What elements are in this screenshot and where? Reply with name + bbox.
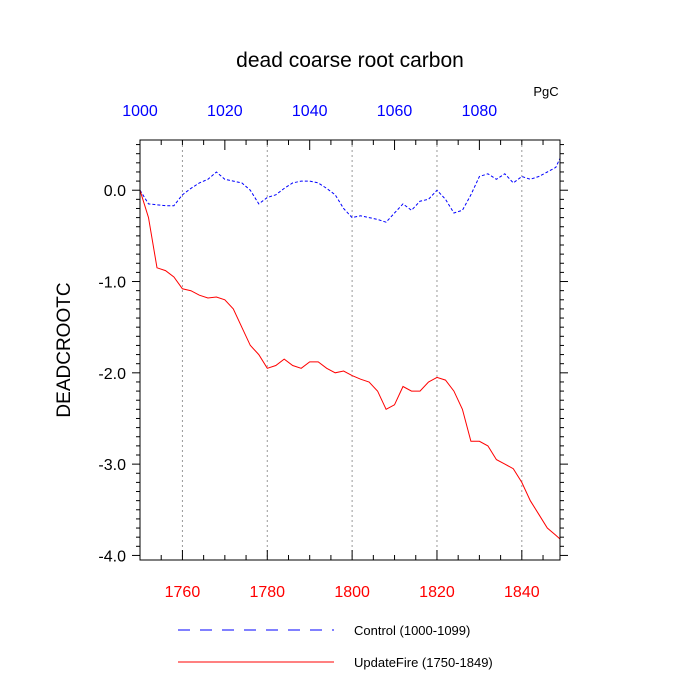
y-axis-label: DEADCROOTC: [54, 282, 75, 417]
x-top-tick-label: 1040: [292, 103, 328, 120]
y-tick-label: 0.0: [104, 183, 126, 200]
y-tick-label: -3.0: [98, 457, 126, 474]
x-bottom-tick-label: 1820: [419, 584, 455, 601]
legend-label: Control (1000-1099): [354, 623, 470, 638]
x-top-tick-label: 1080: [462, 103, 498, 120]
axis-ticks: [132, 140, 568, 560]
y-tick-label: -4.0: [98, 548, 126, 565]
series-line-control: [139, 158, 561, 223]
x-top-tick-label: 1060: [377, 103, 413, 120]
x-bottom-tick-label: 1840: [504, 584, 540, 601]
x-top-tick-label: 1000: [122, 103, 158, 120]
x-bottom-tick-label: 1760: [165, 584, 201, 601]
x-bottom-tick-label: 1800: [334, 584, 370, 601]
legend-label: UpdateFire (1750-1849): [354, 655, 493, 670]
y-tick-label: -2.0: [98, 366, 126, 383]
series-line-updatefire: [139, 190, 561, 540]
x-bottom-tick-label: 1780: [249, 584, 285, 601]
x-top-tick-label: 1020: [207, 103, 243, 120]
series-lines: [139, 158, 561, 540]
legend: Control (1000-1099) UpdateFire (1750-1849…: [178, 623, 493, 670]
units-label: PgC: [533, 84, 558, 99]
plot-frame: [139, 139, 561, 561]
y-tick-label: -1.0: [98, 275, 126, 292]
chart-title: dead coarse root carbon: [236, 49, 464, 72]
tick-labels: 1760 1780 1800 1820 1840 1000 1020 1040 1060 1080…: [98, 103, 539, 601]
vertical-gridlines: [181, 140, 523, 560]
